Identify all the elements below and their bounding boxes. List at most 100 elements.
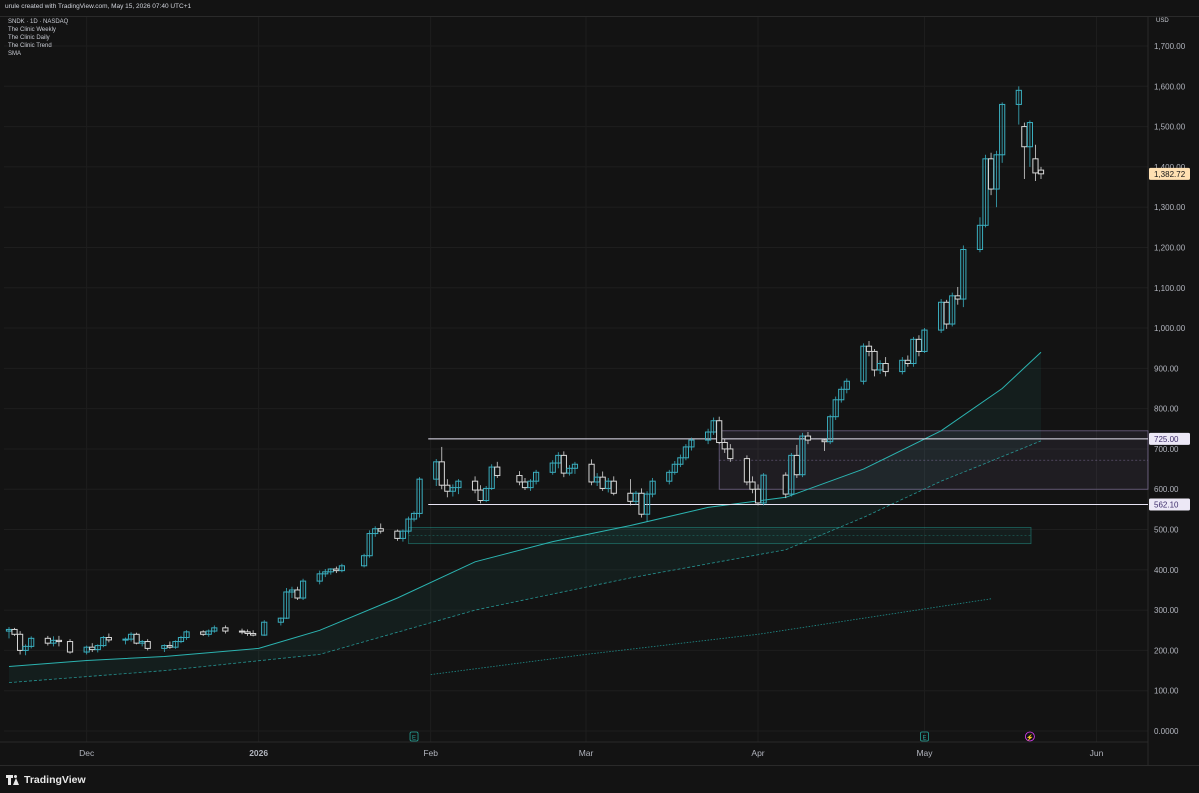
candle (860, 343, 867, 385)
price-axis-label: 800.00 (1154, 405, 1179, 414)
candle-body (333, 568, 340, 572)
candle-body (571, 463, 579, 469)
candle (743, 455, 751, 486)
candle (22, 644, 29, 656)
resistance-price-tag-bg (1149, 432, 1190, 445)
candle (11, 627, 18, 636)
candle-body (821, 439, 828, 443)
candle-body (172, 641, 179, 648)
brand-name: TradingView (24, 774, 86, 786)
candle (921, 328, 928, 354)
candle (532, 469, 540, 485)
candle-body (827, 416, 834, 443)
indicator-trend[interactable]: The Clinic Trend (8, 43, 52, 49)
earnings-marker-label: E (412, 736, 416, 742)
candle-body (294, 589, 301, 599)
candle-body (793, 454, 800, 476)
candle-body (299, 580, 307, 599)
candle (682, 444, 690, 461)
created-by-text: urule created with TradingView.com, May … (5, 3, 192, 10)
price-axis-label: 100.00 (1154, 687, 1179, 696)
candle (843, 378, 850, 394)
candle (688, 437, 695, 451)
price-axis-label: 1,000.00 (1154, 324, 1186, 333)
candle-body (1037, 169, 1045, 175)
candle-body (366, 533, 373, 557)
candle-body (760, 474, 767, 504)
candle-body (488, 466, 495, 489)
candle-body (133, 633, 140, 644)
candle (838, 386, 845, 403)
candle-body (671, 463, 678, 473)
candle-body (688, 439, 695, 448)
candle-body (566, 467, 573, 474)
candle-body (22, 645, 29, 651)
candle (410, 511, 418, 522)
candle-body (44, 637, 51, 644)
candle-body (865, 345, 873, 352)
candle-body (899, 359, 906, 373)
candle (471, 476, 479, 494)
header-bar: urule created with TradingView.com, May … (0, 0, 1199, 17)
candle (366, 530, 373, 558)
candle-body (638, 492, 645, 515)
candle (516, 471, 523, 486)
candle-body (721, 441, 728, 450)
candle-body (416, 478, 423, 514)
candle (782, 472, 789, 499)
support-price-tag-text: 562.10 (1154, 501, 1179, 510)
price-axis-label: 1,600.00 (1154, 82, 1186, 91)
indicator-sma[interactable]: SMA (8, 51, 22, 57)
candle (105, 633, 112, 643)
indicator-daily[interactable]: The Clinic Daily (8, 35, 50, 41)
candle (949, 292, 956, 327)
candle-body (754, 488, 762, 504)
candle (960, 245, 967, 308)
candle (760, 473, 767, 506)
tradingview-logo[interactable]: TradingView (6, 774, 86, 786)
candle (643, 491, 651, 522)
price-axis-label: 300.00 (1154, 606, 1179, 615)
time-axis-label: Dec (79, 748, 95, 758)
candle-body (405, 518, 412, 532)
candle (799, 432, 806, 478)
candle (899, 357, 906, 375)
trend-cloud (9, 352, 1041, 683)
candle (316, 570, 323, 585)
candle-body (954, 295, 961, 300)
price-axis: 1,700.00 1,600.00 1,500.00 1,400.00 1,300.00… (1154, 42, 1186, 736)
candle-body (521, 481, 529, 489)
candle-body (987, 158, 995, 190)
price-axis-label: 1,500.00 (1154, 123, 1186, 132)
support-price-tag-bg (1149, 498, 1190, 511)
candle (804, 432, 812, 445)
candle (865, 340, 873, 357)
candle-body (377, 528, 384, 532)
symbol-label[interactable]: SNDK · 1D · NASDAQ (8, 19, 69, 25)
currency-label[interactable]: USD (1156, 18, 1169, 24)
price-axis-label: 1,400.00 (1154, 163, 1186, 172)
candle (943, 299, 950, 329)
candle (677, 454, 684, 468)
time-axis-label: May (916, 748, 933, 758)
candle (16, 631, 24, 655)
candle (704, 428, 712, 445)
candle-body (360, 555, 368, 567)
price-axis-label: 1,700.00 (1154, 42, 1186, 51)
candle (827, 414, 834, 445)
candle-body (222, 627, 229, 632)
candle (66, 639, 74, 654)
candle (416, 477, 423, 518)
candle (832, 396, 839, 420)
candle-body (832, 399, 839, 418)
sma-slow-line (8, 440, 1042, 683)
candle-body (283, 591, 290, 619)
candle (177, 635, 185, 644)
last-price-tag: 1,382.72 (1149, 167, 1190, 180)
indicator-weekly[interactable]: The Clinic Weekly (8, 27, 56, 33)
candle (871, 349, 878, 377)
candle-body (89, 646, 96, 651)
price-axis-label: 1,300.00 (1154, 203, 1186, 212)
candle-body (16, 633, 24, 651)
